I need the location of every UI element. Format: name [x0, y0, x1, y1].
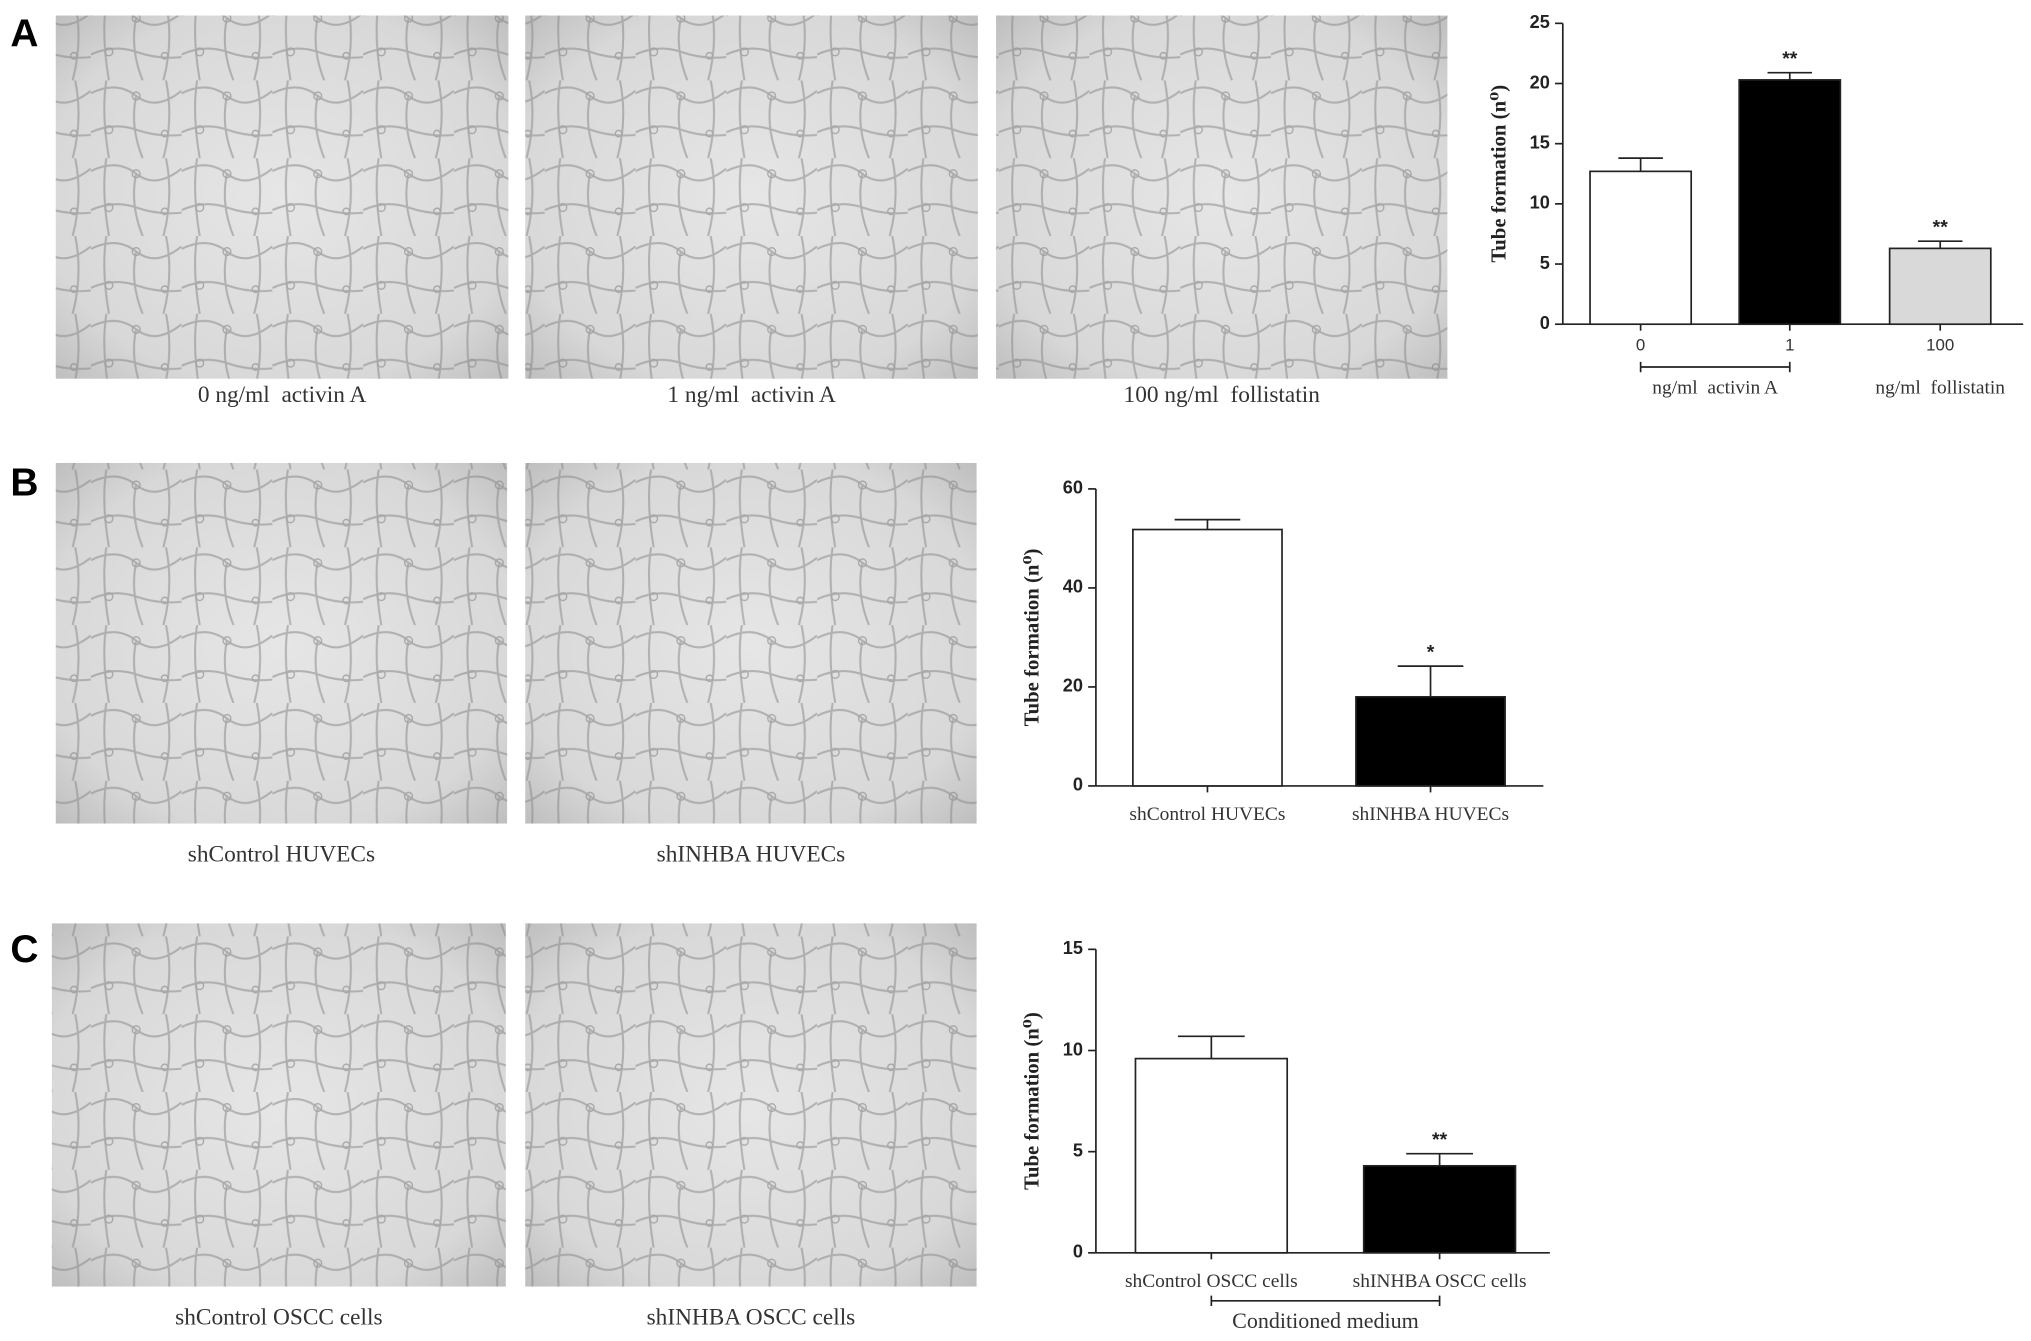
y-tick-label: 5	[1073, 1140, 1083, 1160]
micrograph-texture	[55, 462, 508, 824]
y-tick-label: 40	[1063, 577, 1083, 597]
micrograph-texture	[51, 923, 506, 1287]
panel-label: B	[10, 461, 38, 504]
significance: **	[1933, 216, 1949, 238]
y-tick-label: 0	[1073, 1242, 1083, 1262]
micrograph-texture	[525, 462, 977, 824]
micrograph-texture	[525, 923, 977, 1287]
y-tick-label: 10	[1063, 1039, 1083, 1059]
x-tick-label: shControl OSCC cells	[1125, 1271, 1298, 1292]
group-label: ng/ml activin A	[1652, 378, 1778, 399]
y-tick-label: 20	[1530, 72, 1550, 92]
significance: **	[1782, 48, 1798, 70]
group-bracket	[1639, 361, 1791, 373]
y-tick-label: 60	[1063, 478, 1083, 498]
x-tick-label: shINHBA OSCC cells	[1353, 1271, 1527, 1292]
y-tick-label: 0	[1073, 775, 1083, 795]
y-axis-label: Tube formation (n⁰)	[1488, 85, 1510, 263]
image-caption: 100 ng/ml follistatin	[1124, 382, 1321, 408]
y-tick-label: 10	[1530, 193, 1550, 213]
error-bar	[1767, 71, 1813, 80]
y-axis-label: Tube formation (n⁰)	[1021, 1012, 1043, 1190]
bar	[1738, 79, 1842, 326]
error-bar	[1406, 1152, 1473, 1166]
y-tick-label: 5	[1540, 253, 1550, 273]
y-axis-label: Tube formation (n⁰)	[1021, 549, 1043, 727]
error-bar	[1618, 157, 1663, 172]
bar	[1132, 528, 1283, 787]
error-bar	[1917, 240, 1963, 249]
significance: **	[1432, 1129, 1448, 1151]
x-tick-label: 1	[1785, 336, 1794, 355]
bar	[1589, 170, 1693, 326]
error-bar	[1174, 518, 1241, 530]
panel-label: A	[10, 13, 38, 56]
bar	[1888, 247, 1992, 326]
image-caption: shINHBA HUVECs	[657, 841, 846, 867]
panel-label: C	[10, 928, 38, 971]
group-bracket	[1210, 1295, 1441, 1306]
bar	[1355, 695, 1506, 787]
error-bar	[1397, 665, 1464, 697]
micrograph-texture	[525, 15, 978, 379]
micrograph-texture	[996, 15, 1448, 379]
image-caption: shINHBA OSCC cells	[647, 1304, 856, 1330]
image-caption: 0 ng/ml activin A	[198, 382, 367, 408]
x-tick-label: 100	[1926, 336, 1954, 355]
image-caption: shControl HUVECs	[188, 841, 375, 867]
group-label: ng/ml follistatin	[1875, 378, 2005, 399]
image-caption: shControl OSCC cells	[175, 1304, 382, 1330]
group-label: Conditioned medium	[1232, 1308, 1419, 1333]
bar	[1362, 1164, 1517, 1254]
image-caption: 1 ng/ml activin A	[667, 382, 836, 408]
y-tick-label: 25	[1530, 12, 1550, 32]
x-tick-label: 0	[1636, 336, 1645, 355]
error-bar	[1177, 1035, 1245, 1059]
bar	[1134, 1057, 1289, 1254]
y-tick-label: 20	[1063, 676, 1083, 696]
y-tick-label: 15	[1530, 132, 1550, 152]
y-tick-label: 0	[1540, 313, 1550, 333]
y-tick-label: 15	[1063, 938, 1083, 958]
micrograph-texture	[55, 15, 509, 379]
x-tick-label: shControl HUVECs	[1129, 804, 1285, 825]
significance: *	[1427, 641, 1435, 663]
x-tick-label: shINHBA HUVECs	[1352, 804, 1509, 825]
